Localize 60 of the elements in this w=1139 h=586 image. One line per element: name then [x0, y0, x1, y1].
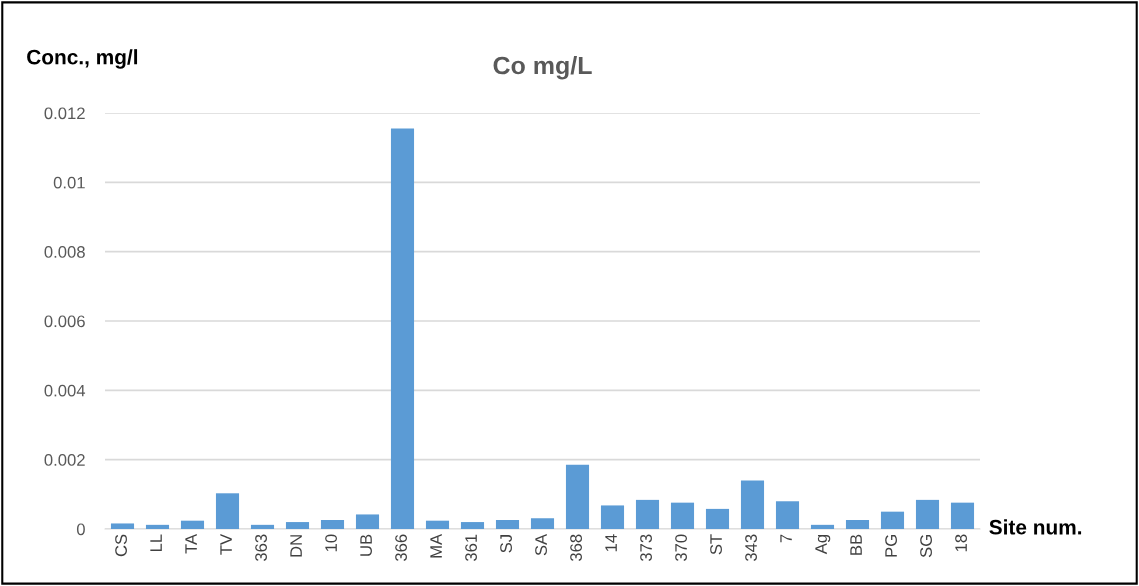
- bar: [635, 499, 660, 529]
- y-tick-label: 0.01: [53, 176, 85, 189]
- x-tick-label: MA: [430, 533, 442, 558]
- bar: [775, 501, 800, 529]
- x-tick-label: 368: [570, 534, 582, 562]
- x-tick-label: TV: [220, 533, 232, 555]
- x-tick-label: 370: [675, 534, 687, 562]
- bar: [565, 464, 590, 529]
- bar: [145, 524, 170, 529]
- x-tick-label: UB: [360, 534, 372, 556]
- y-tick-label: 0: [76, 523, 85, 536]
- chart-title: Co mg/L: [493, 55, 592, 80]
- y-tick-label: 0.002: [44, 454, 85, 466]
- x-tick-label: BB: [850, 534, 862, 555]
- bar: [355, 514, 380, 529]
- bar: [460, 522, 485, 529]
- x-tick-label: SJ: [500, 535, 512, 553]
- y-tick-label: 0.012: [44, 107, 85, 120]
- y-tick-label: 0.004: [44, 384, 86, 397]
- y-axis-title: Conc., mg/l: [27, 49, 138, 69]
- x-tick-label: 14: [605, 534, 617, 552]
- bar: [950, 502, 975, 529]
- y-tick-label: 0.006: [44, 315, 85, 328]
- x-tick-label: CS: [115, 534, 127, 557]
- y-tick-label: 0.008: [44, 246, 85, 258]
- bar: [705, 508, 730, 529]
- bar: [670, 502, 695, 529]
- bar: [530, 518, 555, 529]
- x-tick-label: 363: [255, 534, 267, 562]
- x-tick-label: 10: [325, 534, 337, 552]
- bar: [740, 480, 765, 529]
- bar: [880, 511, 905, 529]
- bar: [250, 524, 275, 529]
- x-tick-label: PG: [885, 535, 897, 557]
- bar: [915, 499, 940, 529]
- x-tick-label: SG: [920, 535, 932, 558]
- bar: [285, 522, 310, 529]
- bar: [810, 524, 835, 529]
- bar: [110, 523, 135, 529]
- bar: [600, 505, 625, 529]
- x-tick-label: Ag: [815, 534, 831, 555]
- bar: [390, 128, 415, 529]
- x-tick-label: SA: [535, 533, 547, 556]
- x-tick-label: 373: [640, 534, 652, 562]
- bar: [425, 520, 450, 529]
- x-tick-label: 343: [745, 534, 757, 562]
- bar: [215, 493, 240, 529]
- bar: [495, 519, 520, 529]
- x-tick-label: 7: [780, 534, 792, 543]
- x-tick-label: LL: [150, 534, 162, 552]
- bar: [180, 520, 205, 529]
- bar: [320, 519, 345, 529]
- x-tick-label: 366: [395, 534, 407, 562]
- x-axis-title: Site num.: [989, 519, 1082, 535]
- bar: [845, 519, 870, 529]
- x-tick-label: ST: [710, 534, 722, 555]
- x-tick-label: DN: [290, 535, 302, 557]
- x-tick-label: 361: [465, 534, 477, 562]
- x-tick-label: 18: [955, 534, 967, 552]
- x-tick-label: TA: [185, 533, 197, 554]
